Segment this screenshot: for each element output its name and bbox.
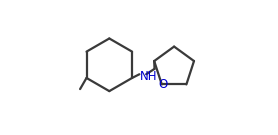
Text: O: O: [159, 78, 168, 91]
Text: NH: NH: [140, 70, 158, 83]
